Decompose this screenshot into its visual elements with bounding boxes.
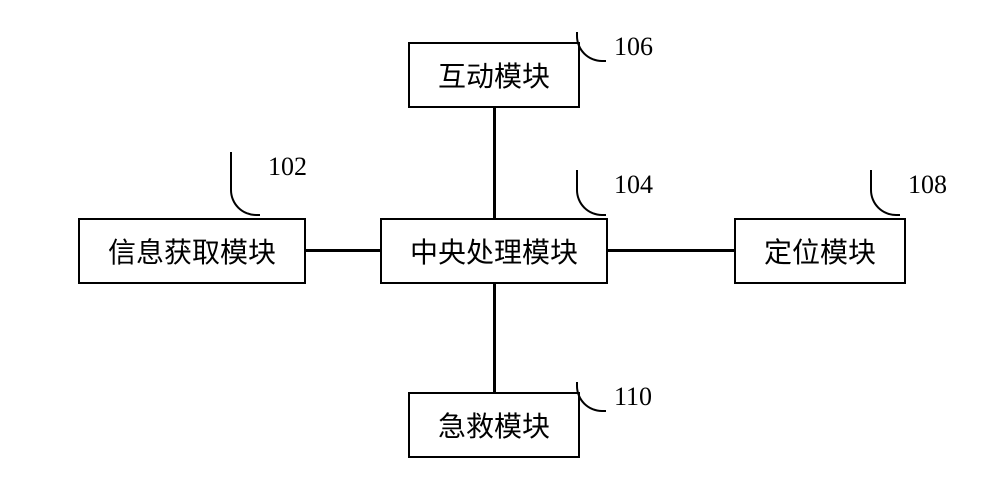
leader-top bbox=[576, 32, 606, 62]
node-left-label: 信息获取模块 bbox=[108, 231, 276, 271]
node-center: 中央处理模块 bbox=[380, 218, 608, 284]
ref-bottom: 110 bbox=[614, 382, 652, 412]
ref-right: 108 bbox=[908, 170, 947, 200]
ref-top: 106 bbox=[614, 32, 653, 62]
node-top-label: 互动模块 bbox=[438, 55, 550, 95]
node-bottom-label: 急救模块 bbox=[438, 405, 550, 445]
block-diagram: 互动模块 106 信息获取模块 102 中央处理模块 104 定位模块 108 … bbox=[0, 0, 1000, 500]
edge-right-center bbox=[608, 249, 734, 252]
edge-left-center bbox=[306, 249, 380, 252]
leader-bottom bbox=[576, 382, 606, 412]
ref-left: 102 bbox=[268, 152, 307, 182]
node-bottom: 急救模块 bbox=[408, 392, 580, 458]
edge-bottom-center bbox=[493, 284, 496, 392]
leader-right bbox=[870, 170, 900, 216]
node-center-label: 中央处理模块 bbox=[410, 231, 578, 271]
node-left: 信息获取模块 bbox=[78, 218, 306, 284]
node-right: 定位模块 bbox=[734, 218, 906, 284]
leader-left bbox=[230, 152, 260, 216]
edge-top-center bbox=[493, 108, 496, 218]
node-top: 互动模块 bbox=[408, 42, 580, 108]
ref-center: 104 bbox=[614, 170, 653, 200]
leader-center bbox=[576, 170, 606, 216]
node-right-label: 定位模块 bbox=[764, 231, 876, 271]
